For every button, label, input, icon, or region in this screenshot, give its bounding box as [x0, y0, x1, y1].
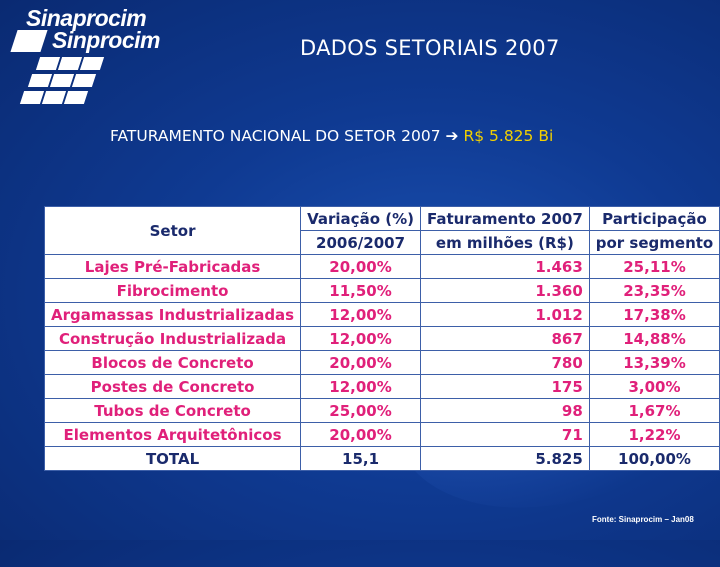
- cell-participacao: 23,35%: [588, 278, 720, 303]
- cell-variacao: 12,00%: [300, 302, 421, 327]
- cell-faturamento: 1.463: [419, 254, 590, 279]
- table-row: Tubos de Concreto 25,00% 98 1,67%: [43, 398, 720, 423]
- cell-setor: Postes de Concreto: [43, 374, 302, 399]
- subtitle: FATURAMENTO NACIONAL DO SETOR 2007 ➔ R$ …: [110, 127, 553, 145]
- cell-variacao: 12,00%: [300, 326, 421, 351]
- cell-participacao: 1,67%: [588, 398, 720, 423]
- cell-faturamento: 175: [419, 374, 590, 399]
- cell-faturamento: 1.360: [419, 278, 590, 303]
- table-row: Lajes Pré-Fabricadas 20,00% 1.463 25,11%: [43, 254, 720, 279]
- cell-setor: Blocos de Concreto: [43, 350, 302, 375]
- cell-setor: Argamassas Industrializadas: [43, 302, 302, 327]
- cell-setor: Elementos Arquitetônicos: [43, 422, 302, 447]
- table-total-row: TOTAL 15,1 5.825 100,00%: [43, 446, 720, 471]
- cell-participacao: 13,39%: [588, 350, 720, 375]
- logo-line-2: Sinprocim: [52, 27, 160, 53]
- source-note: Fonte: Sinaprocim – Jan08: [592, 515, 694, 524]
- header-setor: Setor: [43, 206, 302, 255]
- cell-faturamento: 98: [419, 398, 590, 423]
- total-variacao: 15,1: [300, 446, 421, 471]
- cell-faturamento: 71: [419, 422, 590, 447]
- cell-participacao: 17,38%: [588, 302, 720, 327]
- cell-variacao: 11,50%: [300, 278, 421, 303]
- subtitle-value: R$ 5.825 Bi: [463, 127, 554, 145]
- cell-variacao: 25,00%: [300, 398, 421, 423]
- cell-setor: Fibrocimento: [43, 278, 302, 303]
- subtitle-text: FATURAMENTO NACIONAL DO SETOR 2007: [110, 127, 441, 145]
- cell-variacao: 20,00%: [300, 422, 421, 447]
- header-participacao-sub: por segmento: [588, 230, 720, 255]
- header-faturamento: Faturamento 2007: [419, 206, 590, 231]
- sinaprocim-logo: Sinaprocim Sinprocim: [6, 4, 186, 108]
- table-row: Argamassas Industrializadas 12,00% 1.012…: [43, 302, 720, 327]
- cell-faturamento: 780: [419, 350, 590, 375]
- table-row: Fibrocimento 11,50% 1.360 23,35%: [43, 278, 720, 303]
- table-row: Postes de Concreto 12,00% 175 3,00%: [43, 374, 720, 399]
- cell-variacao: 12,00%: [300, 374, 421, 399]
- cell-participacao: 3,00%: [588, 374, 720, 399]
- total-participacao: 100,00%: [588, 446, 720, 471]
- cell-variacao: 20,00%: [300, 350, 421, 375]
- table-row: Construção Industrializada 12,00% 867 14…: [43, 326, 720, 351]
- table-row: Blocos de Concreto 20,00% 780 13,39%: [43, 350, 720, 375]
- arrow-icon: ➔: [445, 127, 459, 145]
- table-row: Elementos Arquitetônicos 20,00% 71 1,22%: [43, 422, 720, 447]
- cell-variacao: 20,00%: [300, 254, 421, 279]
- header-variacao: Variação (%): [300, 206, 421, 231]
- table-subheader-row: 2006/2007 em milhões (R$) por segmento: [45, 230, 720, 255]
- total-label: TOTAL: [43, 446, 302, 471]
- logo-grid-icon: [8, 57, 105, 107]
- total-faturamento: 5.825: [419, 446, 590, 471]
- table-header-row: Setor Variação (%) Faturamento 2007 Part…: [43, 206, 720, 255]
- header-participacao: Participação: [588, 206, 720, 231]
- logo-line-1: Sinaprocim: [26, 5, 147, 31]
- sector-table: Setor Variação (%) Faturamento 2007 Part…: [43, 206, 720, 471]
- cell-participacao: 1,22%: [588, 422, 720, 447]
- cell-setor: Lajes Pré-Fabricadas: [43, 254, 302, 279]
- cell-setor: Construção Industrializada: [43, 326, 302, 351]
- cell-participacao: 25,11%: [588, 254, 720, 279]
- cell-faturamento: 867: [419, 326, 590, 351]
- header-faturamento-unit: em milhões (R$): [419, 230, 590, 255]
- page-title: DADOS SETORIAIS 2007: [300, 36, 560, 60]
- header-variacao-period: 2006/2007: [300, 230, 421, 255]
- logo-block: [10, 30, 48, 52]
- cell-faturamento: 1.012: [419, 302, 590, 327]
- cell-setor: Tubos de Concreto: [43, 398, 302, 423]
- cell-participacao: 14,88%: [588, 326, 720, 351]
